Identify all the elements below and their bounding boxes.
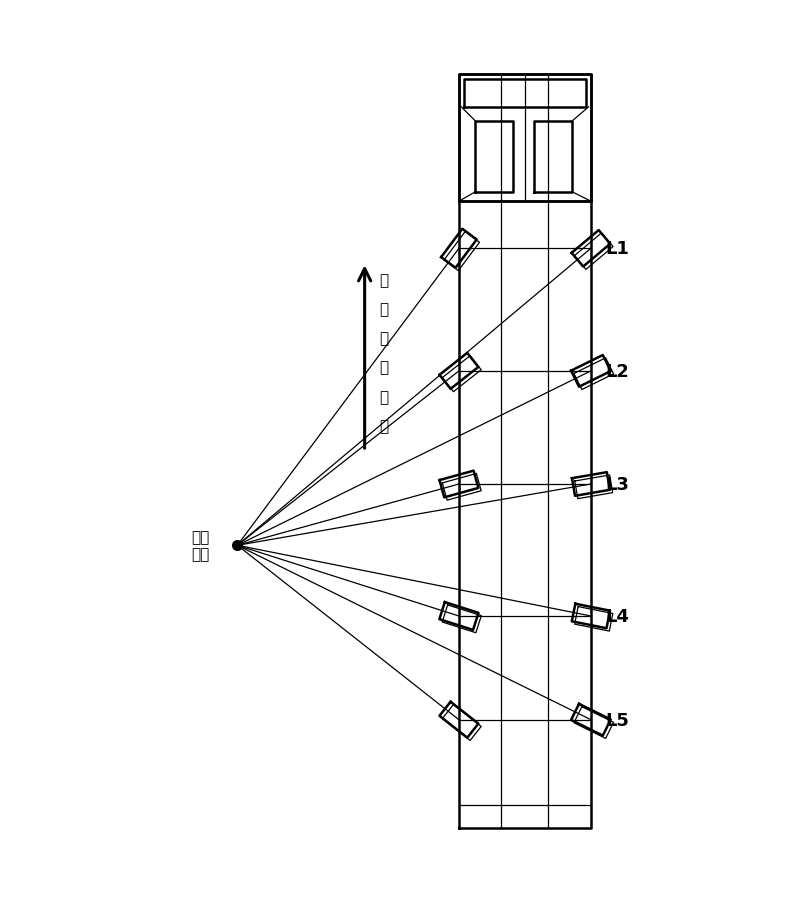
Text: 向: 向 xyxy=(379,418,388,433)
Text: L2: L2 xyxy=(605,362,629,380)
Text: L3: L3 xyxy=(605,476,629,493)
Text: L5: L5 xyxy=(605,711,629,729)
Text: L1: L1 xyxy=(605,240,629,258)
Text: 方: 方 xyxy=(379,389,388,405)
Text: 转向
中心: 转向 中心 xyxy=(191,529,209,562)
Text: 车: 车 xyxy=(379,273,388,287)
Text: 前: 前 xyxy=(379,331,388,346)
Text: L4: L4 xyxy=(605,608,629,625)
Text: 辆: 辆 xyxy=(379,302,388,317)
Text: 进: 进 xyxy=(379,360,388,375)
